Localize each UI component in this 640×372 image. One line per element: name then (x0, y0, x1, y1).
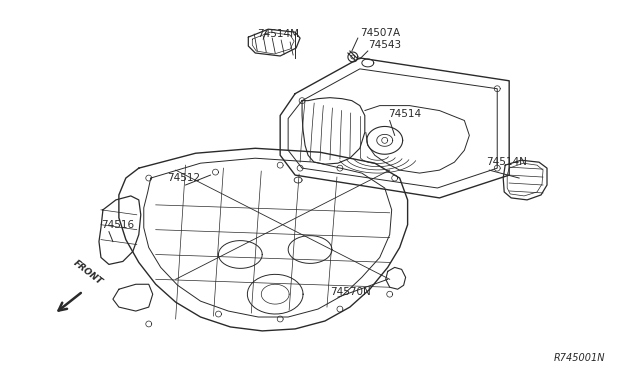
Text: 74516: 74516 (101, 220, 134, 230)
Text: R745001N: R745001N (554, 353, 605, 363)
Text: 74507A: 74507A (360, 28, 400, 38)
Text: 74514N: 74514N (486, 157, 527, 167)
Text: 74570N: 74570N (330, 287, 371, 297)
Text: 74512: 74512 (166, 173, 200, 183)
Text: 74514M: 74514M (257, 29, 300, 39)
Text: 74543: 74543 (368, 40, 401, 50)
Text: 74514: 74514 (388, 109, 421, 119)
Text: FRONT: FRONT (71, 258, 104, 286)
